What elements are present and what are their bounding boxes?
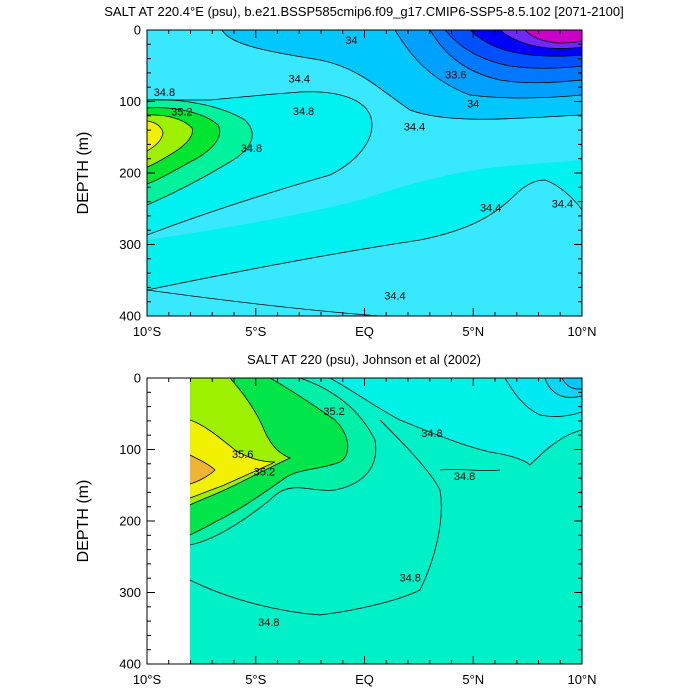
contour-label: 34.4 [384,290,405,302]
bottom-y-axis-label: DEPTH (m) [75,480,92,563]
contour-label: 35.2 [323,406,344,418]
y-tick-label: 200 [119,166,141,181]
x-tick-label: 10°N [567,672,596,687]
y-tick-label: 0 [134,23,141,38]
top-y-axis-label: DEPTH (m) [75,132,92,215]
contour-label: 34.8 [454,471,475,483]
x-tick-label: 5°N [462,672,484,687]
bottom-band-35-8 [190,455,215,484]
contour-label: 34 [345,35,357,47]
bottom-contour-lines [189,378,582,616]
contour-label: 34.4 [404,122,425,134]
bottom-contour-labels: 35.234.835.635.2 34.834.834.8 [232,406,475,629]
bottom-contour-fill [190,378,582,664]
x-tick-label: 5°N [462,324,484,339]
contour-label: 34.8 [241,143,262,155]
top-band-35-6 [147,121,163,151]
top-axes: 10°S 5°S EQ 5°N 10°N 0 100 200 300 400 [119,23,596,340]
y-tick-label: 200 [119,514,141,529]
y-tick-label: 400 [119,309,141,324]
observed-salinity-panel: SALT AT 220 (psu), Johnson et al (2002) [75,352,597,687]
contour-label: 33.6 [445,69,466,81]
x-tick-label: 10°S [133,324,162,339]
x-tick-label: 10°N [567,324,596,339]
x-tick-label: 5°S [245,324,266,339]
top-band-34-4-lower [147,180,582,316]
y-tick-label: 300 [119,237,141,252]
top-band-33-0 [525,30,582,43]
contour-label: 34.8 [421,428,442,440]
bottom-panel-title: SALT AT 220 (psu), Johnson et al (2002) [247,352,481,367]
top-contour-fill [147,30,582,316]
top-band-34-4-bottom [147,290,380,316]
contour-label: 34.4 [552,199,573,211]
x-tick-label: EQ [355,324,374,339]
y-tick-label: 400 [119,657,141,672]
bottom-band-34-6 [330,378,582,465]
top-contour-labels: 34 34.4 33.6 34.8 35.2 34.8 34 34.4 34.8 34.4 34.4… [154,35,573,302]
y-tick-label: 0 [134,371,141,386]
contour-label: 34.4 [480,202,501,214]
contour-label: 34.8 [154,87,175,99]
bottom-band-35-6 [190,420,275,498]
y-tick-label: 100 [119,442,141,457]
contour-label: 34.8 [399,572,420,584]
bottom-band-34-0 [562,378,582,389]
top-panel-title: SALT AT 220.4°E (psu), b.e21.BSSP585cmip… [104,4,624,19]
model-salinity-panel: SALT AT 220.4°E (psu), b.e21.BSSP585cmip… [75,4,624,339]
bottom-axes: 10°S 5°S EQ 5°N 10°N 0 100 200 300 400 [119,371,596,688]
x-tick-label: EQ [355,672,374,687]
top-contour-lines [147,30,582,316]
y-tick-label: 100 [119,94,141,109]
contour-label: 34.8 [293,106,314,118]
x-tick-label: 5°S [245,672,266,687]
contour-label: 34.4 [289,74,310,86]
contour-label: 35.2 [171,107,192,119]
contour-label: 35.6 [232,449,253,461]
contour-label: 35.2 [254,467,275,479]
x-tick-label: 10°S [133,672,162,687]
contour-label: 34.8 [258,617,279,629]
contour-label: 34 [467,99,479,111]
y-tick-label: 300 [119,585,141,600]
